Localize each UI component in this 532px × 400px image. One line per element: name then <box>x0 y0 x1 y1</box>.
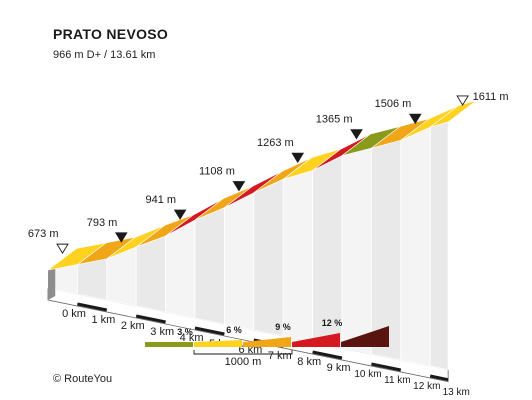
legend-swatch <box>194 340 242 347</box>
side-wall-stripe <box>341 147 372 355</box>
elevation-label: 1365 m <box>316 114 353 126</box>
elevation-label: 1506 m <box>375 98 412 110</box>
legend-swatch <box>292 333 340 347</box>
elevation-label: 673 m <box>28 228 59 240</box>
km-scale-bar <box>194 326 225 336</box>
side-wall-stripe <box>77 258 108 301</box>
legend-label: 3 % <box>177 327 193 337</box>
side-wall-stripe <box>429 121 449 371</box>
elevation-label: 1108 m <box>199 166 235 178</box>
copyright-credit: © RouteYou <box>53 373 113 385</box>
elevation-marker-icon <box>56 243 69 254</box>
side-wall-stripe <box>253 178 284 337</box>
km-tick-label: 13 km <box>443 387 470 398</box>
km-tick-label: 4 km <box>180 332 204 344</box>
side-wall-stripe <box>400 126 431 367</box>
side-wall-stripe <box>135 235 167 313</box>
legend-swatch <box>243 337 291 347</box>
chart-subtitle: 966 m D+ / 13.61 km <box>53 49 156 61</box>
km-tick-label: 10 km <box>354 369 381 380</box>
chart-title: PRATO NEVOSO <box>53 26 169 42</box>
elevation-marker-icon <box>173 209 187 220</box>
side-wall-stripe <box>165 219 196 319</box>
elevation-marker-icon <box>114 232 128 243</box>
elevation-label: 1263 m <box>257 137 294 149</box>
km-tick-label: 3 km <box>150 326 174 338</box>
km-tick-label: 9 km <box>327 362 351 374</box>
elevation-marker-icon <box>291 152 305 164</box>
km-tick-label: 12 km <box>413 381 440 392</box>
km-tick-label: 0 km <box>62 308 86 320</box>
km-scale-bar <box>312 350 343 360</box>
legend-label: 6 % <box>226 325 242 335</box>
legend-swatch <box>341 326 389 347</box>
elevation-marker-icon <box>456 95 469 106</box>
elevation-marker-icon <box>350 129 363 140</box>
legend-label: 12 % <box>322 318 343 328</box>
km-tick-label: 1 km <box>91 314 115 326</box>
profile-end-face <box>48 264 56 300</box>
side-wall-stripe <box>194 207 225 325</box>
km-scale-bar <box>135 314 166 324</box>
km-scale-bar <box>371 362 402 372</box>
km-scale-bar <box>429 374 449 382</box>
km-tick-label: 8 km <box>297 356 321 368</box>
side-wall-stripe <box>282 169 314 343</box>
legend-scale-label: 1000 m <box>225 356 262 368</box>
side-wall-stripe <box>223 192 255 331</box>
elevation-marker-icon <box>232 181 246 192</box>
legend-scale-bracket <box>193 350 293 355</box>
km-tick-label: 11 km <box>384 375 411 386</box>
km-tick-label: 2 km <box>121 320 145 332</box>
elevation-label: 941 m <box>146 194 177 206</box>
profile-segment <box>430 99 478 128</box>
legend-swatch <box>145 342 193 347</box>
elevation-marker-icon <box>408 113 422 125</box>
elevation-label: 793 m <box>87 217 118 229</box>
km-tick-label: 7 km <box>268 350 292 362</box>
km-scale-bar <box>77 302 108 312</box>
legend-label: 9 % <box>275 322 291 332</box>
elevation-label: 1611 m <box>473 91 509 103</box>
profile-ridge <box>76 99 478 249</box>
